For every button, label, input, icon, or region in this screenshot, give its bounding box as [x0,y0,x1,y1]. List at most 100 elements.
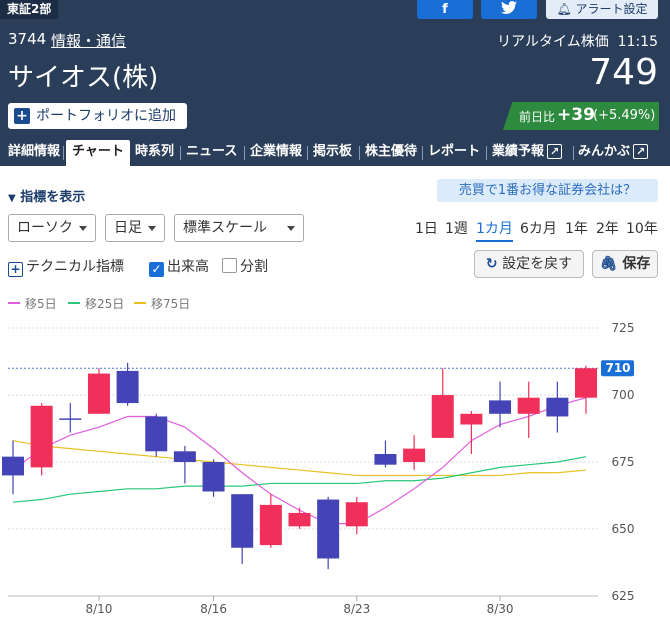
x-tick-label: 8/23 [343,602,370,616]
candle-body [30,405,53,468]
tab-chart[interactable]: チャート [66,140,130,166]
change-value: +39 [557,105,595,125]
technical-indicator-button[interactable]: + テクニカル指標 [8,256,124,277]
tab-minkabu[interactable]: みんかぶ ↗ [578,140,649,166]
volume-checkbox[interactable]: ✓ 出来高 [149,256,209,277]
y-tick-label: 675 [612,455,635,469]
broker-promo-link[interactable]: 売買で1番お得な証券会社は？ [437,179,658,202]
chart-type-value: ローソク [17,220,73,236]
ma5-swatch [8,302,20,304]
tab-bar: 詳細情報 チャート 時系列 ニュース 企業情報 掲示板 株主優待 レポート 業績… [0,140,670,166]
alert-settings-button[interactable]: 🔔︎ アラート設定 [546,0,658,19]
x-tick-label: 8/16 [200,602,227,616]
tab-company[interactable]: 企業情報 [250,144,303,159]
candle-body [345,502,368,527]
candle-body [546,397,569,417]
candle-body [431,395,454,438]
tab-report[interactable]: レポート [428,144,481,159]
scale-value: 標準スケール [183,220,267,236]
bell-icon: 🔔︎ [556,2,572,16]
legend-ma75: 移75日 [134,295,190,312]
facebook-share-button[interactable]: f [417,0,473,19]
candle-body [173,451,196,463]
y-tick-label: 625 [612,589,635,603]
period-2y[interactable]: 2年 [596,221,619,237]
split-label: 分割 [240,259,268,275]
triangle-down-icon: ▼ [8,193,16,204]
industry-link[interactable]: 情報・通信 [51,32,127,50]
tab-divider [180,146,181,160]
dropdown-arrow-icon [287,226,295,231]
candle-body [575,368,597,398]
period-1y[interactable]: 1年 [565,221,588,237]
plus-icon: + [8,262,23,277]
external-link-icon: ↗ [633,144,649,159]
period-1w[interactable]: 1週 [445,221,468,237]
technical-label: テクニカル指標 [26,259,124,275]
interval-value: 日足 [114,220,142,236]
candle-body [116,370,139,404]
chart-type-select[interactable]: ローソク [8,214,96,242]
tab-board[interactable]: 掲示板 [313,144,353,159]
tab-divider [244,146,245,160]
period-1d[interactable]: 1日 [415,221,438,237]
indicator-toggle-label: 指標を表示 [20,190,86,205]
legend-ma25: 移25日 [68,295,124,312]
last-price-label: 710 [605,361,630,375]
twitter-icon [501,0,517,14]
plus-icon: + [14,108,30,124]
x-tick-label: 8/30 [487,602,514,616]
facebook-icon: f [442,2,448,17]
tab-divider [573,146,574,160]
candle-body [202,462,225,492]
dropdown-arrow-icon [79,226,87,231]
candle-body [460,413,483,425]
x-tick-label: 8/10 [85,602,112,616]
dropdown-arrow-icon [148,226,156,231]
add-portfolio-button[interactable]: + ポートフォリオに追加 [8,103,187,129]
y-tick-label: 700 [612,388,635,402]
empty-checkbox-icon [222,258,237,273]
candle-body [2,456,24,476]
tab-news[interactable]: ニュース [186,144,238,159]
change-percent: (+5.49%) [593,108,656,123]
add-portfolio-label: ポートフォリオに追加 [36,108,176,124]
split-checkbox[interactable]: 分割 [222,256,268,276]
tab-divider [63,146,64,160]
alert-settings-label: アラート設定 [575,2,648,16]
tab-benefits[interactable]: 株主優待 [365,144,418,159]
period-6m[interactable]: 6カ月 [520,221,557,237]
ma75-line [12,439,587,477]
candle-body [489,400,512,414]
tab-timeseries[interactable]: 時系列 [135,144,175,159]
reset-settings-button[interactable]: ↻ 設定を戻す [474,250,584,278]
period-1m[interactable]: 1カ月 [476,218,513,242]
stock-code: 3744 [8,30,47,48]
save-button[interactable]: 🖇︎ 保存 [592,250,658,278]
indicator-toggle[interactable]: ▼ 指標を表示 [8,186,85,205]
company-name: サイオス(株) [8,63,159,93]
paperclip-icon: 🖇︎ [599,256,618,272]
volume-label: 出来高 [167,259,209,275]
candle-body [403,448,426,463]
refresh-icon: ↻ [485,256,498,272]
interval-select[interactable]: 日足 [105,214,165,242]
tab-details[interactable]: 詳細情報 [8,144,61,159]
ma25-swatch [68,302,80,304]
tab-forecast[interactable]: 業績予報 ↗ [492,140,563,166]
current-price: 749 [589,52,658,93]
legend-ma5: 移5日 [8,295,57,312]
candle-body [374,453,397,465]
tab-divider [307,146,308,160]
period-10y[interactable]: 10年 [626,221,658,237]
candle-body [288,512,311,527]
checkmark-icon: ✓ [149,262,164,277]
twitter-share-button[interactable] [481,0,537,19]
price-time: 11:15 [617,34,658,50]
candle-body [259,504,282,546]
scale-select[interactable]: 標準スケール [174,214,304,242]
ma75-swatch [134,302,146,304]
external-link-icon: ↗ [547,144,563,159]
candle-body [231,494,254,548]
candlestick-chart[interactable]: 625 650 675 700 725 8/10 8/16 8/23 8/30 710 [0,320,670,620]
